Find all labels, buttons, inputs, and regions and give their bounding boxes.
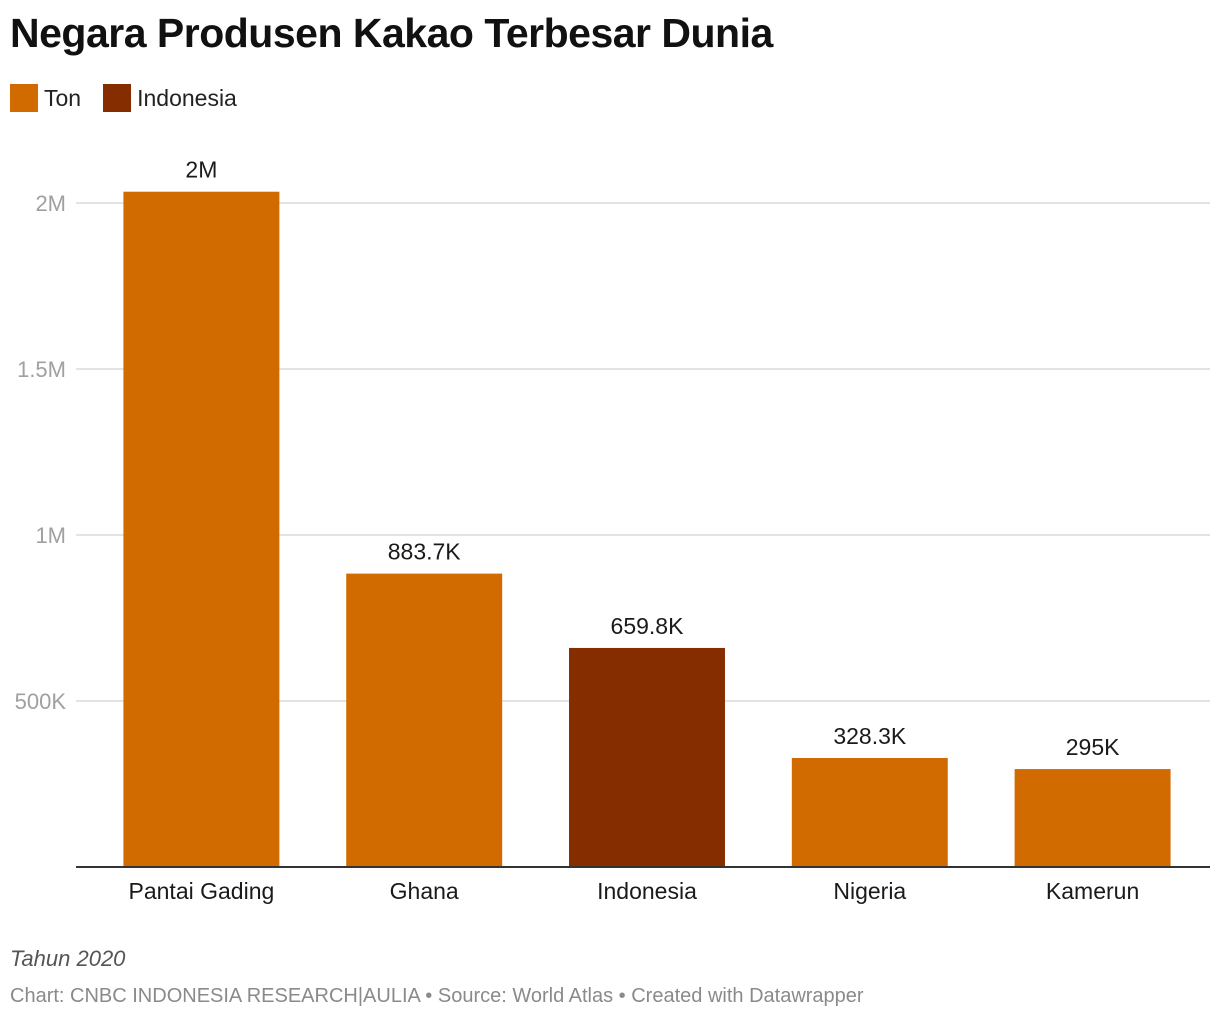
bar-3	[791, 758, 948, 867]
y-tick-label-0: 500K	[15, 689, 67, 714]
legend-swatch-ton	[10, 84, 38, 112]
data-label-1: 883.7K	[388, 539, 462, 565]
legend-item-ton: Ton	[10, 84, 81, 112]
bar-chart: 500K 1M 1.5M 2M 2M Pantai Gading 883.7K Ghana 65…	[15, 157, 1210, 904]
x-tick-label-4: Kamerun	[1046, 878, 1139, 904]
x-tick-label-0: Pantai Gading	[129, 878, 275, 904]
y-tick-label-1: 1M	[35, 523, 66, 548]
data-label-4: 295K	[1066, 734, 1120, 760]
legend-swatch-indonesia	[103, 84, 132, 112]
chart-credit: Chart: CNBC INDONESIA RESEARCH|AULIA • S…	[10, 985, 864, 1007]
bar-2	[569, 647, 725, 867]
chart-title: Negara Produsen Kakao Terbesar Dunia	[10, 10, 773, 56]
x-tick-label-2: Indonesia	[597, 878, 697, 904]
bar-0	[123, 191, 280, 867]
legend-label-indonesia: Indonesia	[137, 84, 237, 111]
x-tick-label-3: Nigeria	[833, 878, 906, 904]
data-label-3: 328.3K	[833, 723, 907, 749]
bar-1	[346, 573, 503, 867]
y-tick-label-3: 2M	[35, 191, 66, 216]
legend-label-ton: Ton	[44, 84, 82, 111]
x-tick-label-1: Ghana	[390, 878, 459, 904]
data-label-2: 659.8K	[611, 613, 685, 639]
bar-4	[1014, 769, 1171, 867]
legend: Ton Indonesia	[10, 84, 259, 112]
data-label-0: 2M	[185, 157, 217, 183]
legend-item-indonesia: Indonesia	[103, 84, 237, 112]
y-tick-label-2: 1.5M	[17, 357, 66, 382]
chart-notes: Tahun 2020	[10, 946, 126, 971]
